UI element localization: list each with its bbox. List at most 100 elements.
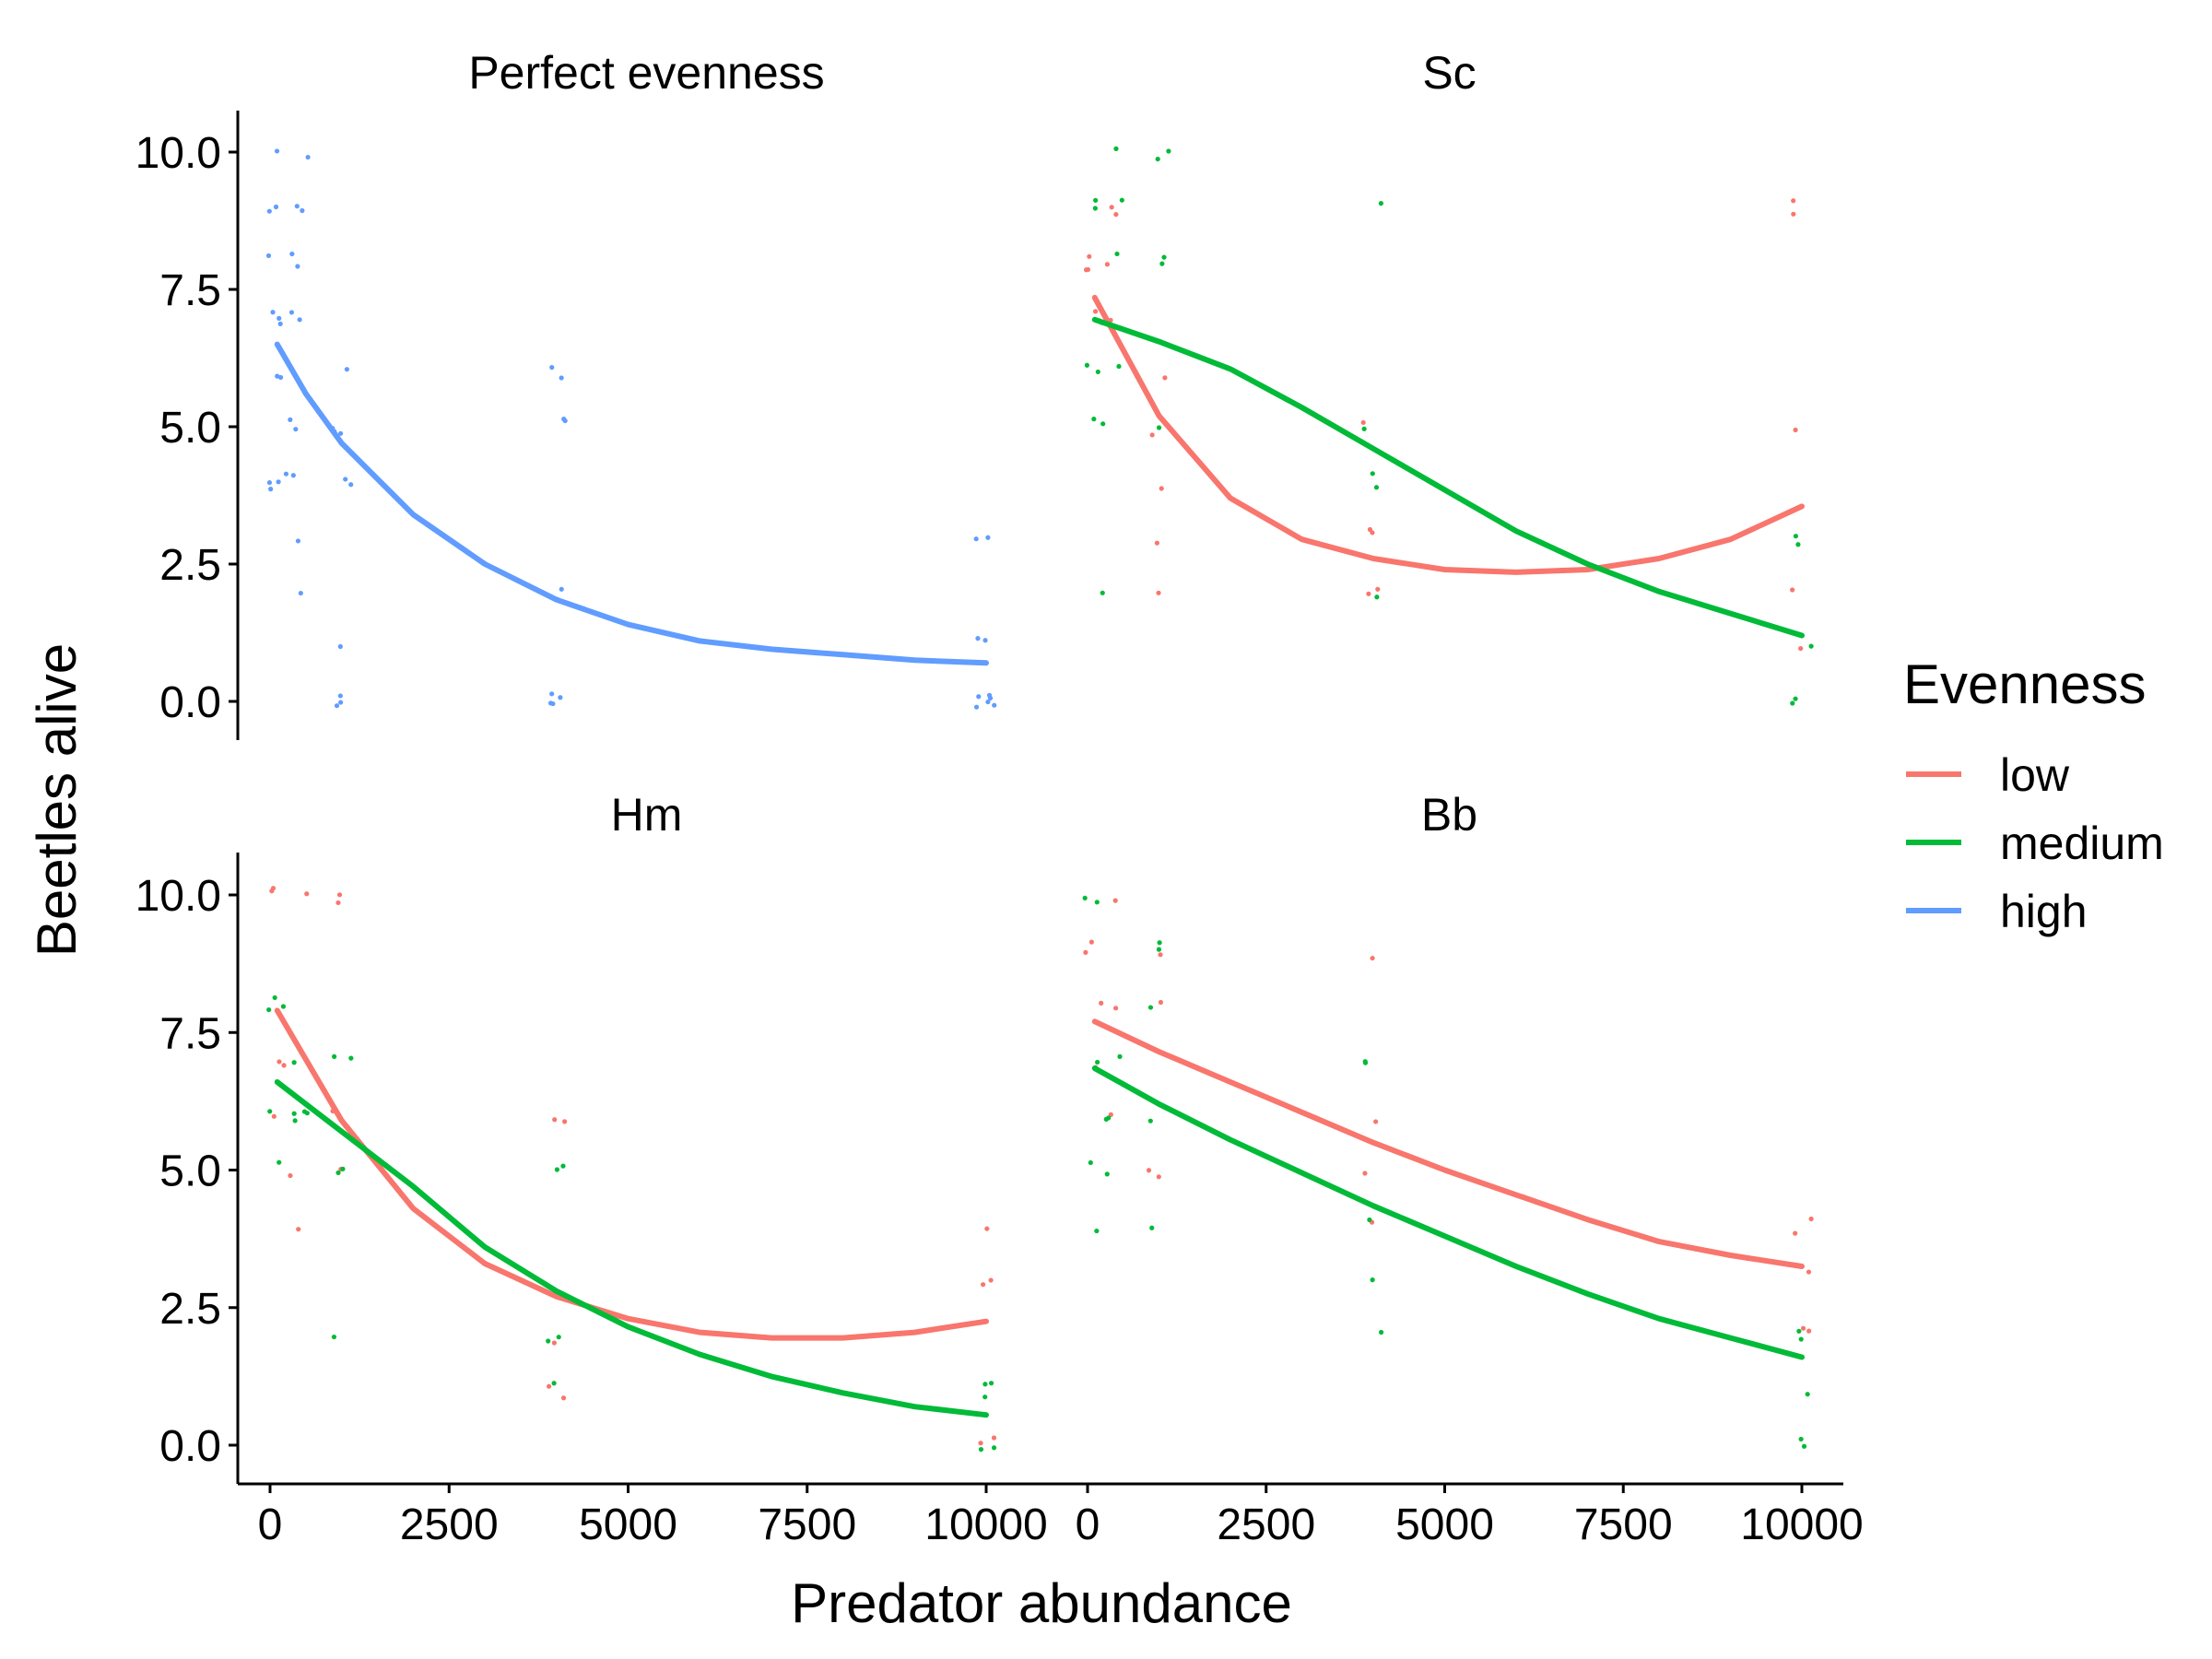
data-point [982, 638, 988, 643]
data-point [288, 1172, 293, 1179]
series-medium [1082, 895, 1810, 1449]
data-point [1146, 1168, 1152, 1173]
data-point [556, 1335, 561, 1340]
data-point [1083, 267, 1089, 273]
data-point [988, 1381, 994, 1386]
data-point [337, 693, 343, 699]
legend: Evenness low medium high [1903, 653, 2164, 937]
data-point [978, 1446, 984, 1453]
data-point [1370, 471, 1375, 477]
panel-title: Sc [1422, 47, 1476, 99]
data-point [277, 374, 284, 381]
data-point [1798, 645, 1804, 652]
fit-line-low [1091, 294, 1805, 575]
data-point [335, 900, 341, 906]
legend-item-medium: medium [1906, 818, 2164, 869]
legend-label: high [2000, 886, 2088, 937]
fit-line-medium [1091, 1065, 1805, 1360]
data-point [266, 479, 273, 486]
data-point [1366, 591, 1371, 596]
data-point [1092, 309, 1099, 314]
data-point [337, 643, 343, 650]
data-point [1796, 1328, 1802, 1334]
data-point [1370, 955, 1375, 961]
data-point [973, 704, 980, 710]
data-point [992, 702, 997, 708]
data-point [332, 1053, 337, 1059]
data-point [1790, 587, 1795, 593]
data-point [1158, 952, 1163, 958]
legend-label: medium [2000, 818, 2164, 869]
data-point [1791, 211, 1796, 217]
y-tick-label: 5.0 [159, 1147, 221, 1196]
x-tick-label: 7500 [1574, 1500, 1673, 1549]
data-point [276, 1159, 282, 1165]
data-point [1113, 1006, 1119, 1011]
data-point [1087, 253, 1092, 259]
data-point [304, 891, 310, 897]
data-point [1147, 1118, 1153, 1124]
data-point [1088, 1159, 1093, 1166]
data-point [1362, 1171, 1368, 1176]
data-point [1360, 419, 1366, 426]
data-point [1378, 201, 1384, 206]
data-point [1156, 590, 1161, 595]
data-point [1362, 1059, 1368, 1065]
legend-item-low: low [1906, 749, 2070, 801]
data-point [1361, 426, 1367, 431]
data-point [280, 1004, 287, 1009]
data-point [348, 1055, 354, 1061]
x-tick-label: 10000 [1740, 1500, 1863, 1549]
data-point [273, 204, 279, 210]
x-tick-label: 0 [1076, 1500, 1100, 1549]
y-tick-label: 10.0 [135, 129, 221, 178]
panel-title: Bb [1421, 789, 1477, 841]
data-point [1149, 1225, 1155, 1230]
data-point [276, 479, 281, 485]
panel-title: Perfect evenness [468, 47, 824, 99]
data-point [1373, 485, 1380, 490]
series-low [1083, 198, 1805, 652]
panel-2: Sc [1083, 47, 1814, 706]
y-tick-label: 7.5 [159, 266, 221, 315]
data-point [276, 315, 282, 321]
data-point [1114, 251, 1120, 257]
data-point [290, 473, 296, 478]
data-point [1791, 198, 1796, 204]
data-point [1367, 1217, 1372, 1223]
x-tick-label: 2500 [400, 1500, 499, 1549]
data-point [1104, 1171, 1110, 1177]
data-point [1155, 156, 1160, 162]
data-point [558, 695, 563, 700]
series-low [1083, 898, 1814, 1334]
data-point [1156, 1174, 1161, 1180]
y-axis-title: Beetles alive [26, 643, 88, 957]
data-point [300, 207, 305, 214]
data-point [270, 886, 276, 891]
data-point [978, 1441, 983, 1446]
data-point [1805, 1392, 1810, 1397]
data-point [344, 367, 349, 372]
fit-line-low [274, 1007, 989, 1341]
data-point [340, 1166, 346, 1171]
data-point [991, 1435, 997, 1441]
data-point [1088, 939, 1094, 945]
data-point [1166, 148, 1171, 154]
data-point [1374, 594, 1380, 600]
data-point [559, 375, 564, 381]
data-point [1375, 586, 1381, 592]
data-point [551, 1381, 557, 1386]
data-point [547, 700, 554, 706]
data-point [980, 1282, 986, 1288]
data-point [1093, 197, 1099, 203]
data-point [1082, 895, 1088, 901]
data-point [266, 208, 272, 214]
data-point [271, 1113, 276, 1119]
data-point [1112, 898, 1118, 903]
data-point [1808, 1216, 1814, 1222]
data-point [559, 586, 564, 592]
data-point [1104, 262, 1111, 267]
data-point [335, 1170, 341, 1176]
data-point [1798, 1336, 1804, 1342]
